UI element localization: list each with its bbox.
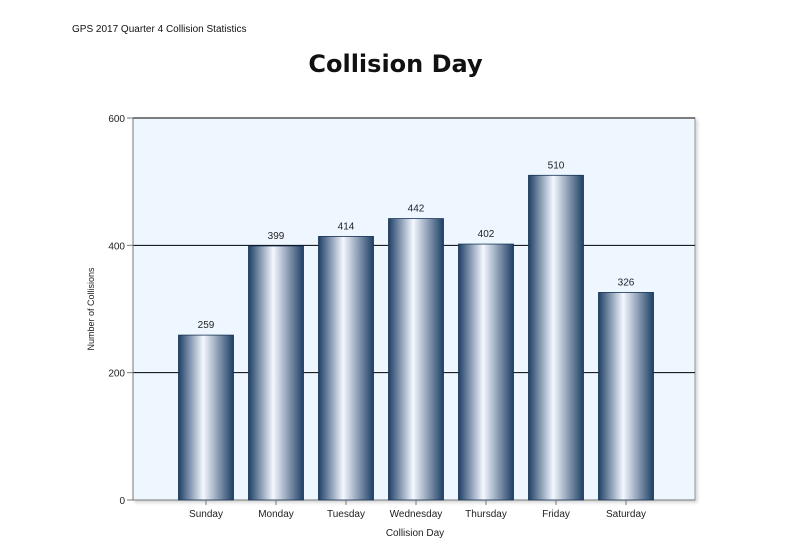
report-header-note: GPS 2017 Quarter 4 Collision Statistics [72,24,247,35]
x-tick-label: Monday [258,509,294,520]
x-tick-label: Wednesday [390,509,443,520]
data-label: 442 [408,204,425,215]
chart-title: Collision Day [308,50,483,78]
x-tick-label: Thursday [465,509,507,520]
y-tick-label: 200 [108,369,125,380]
data-label: 259 [198,320,215,331]
y-tick-label: 0 [119,496,125,507]
bar-saturday [598,292,654,501]
data-label: 399 [268,231,285,242]
y-axis-title: Number of Collisions [86,267,96,351]
bar-sunday [178,334,234,501]
x-tick-label: Saturday [606,509,646,520]
x-tick-label: Tuesday [327,509,365,520]
bar-tuesday [318,236,374,501]
y-tick-label: 400 [108,241,125,252]
x-tick-label: Friday [542,509,570,520]
x-axis-title: Collision Day [386,528,444,539]
y-tick-label: 600 [108,114,125,125]
x-tick-label: Sunday [189,509,223,520]
bar-friday [528,174,584,501]
bar-thursday [458,243,514,501]
data-label: 326 [618,277,635,288]
data-label: 414 [338,221,355,232]
bar-monday [248,245,304,501]
data-label: 510 [548,160,565,171]
data-label: 402 [478,229,495,240]
bar-wednesday [388,218,444,501]
